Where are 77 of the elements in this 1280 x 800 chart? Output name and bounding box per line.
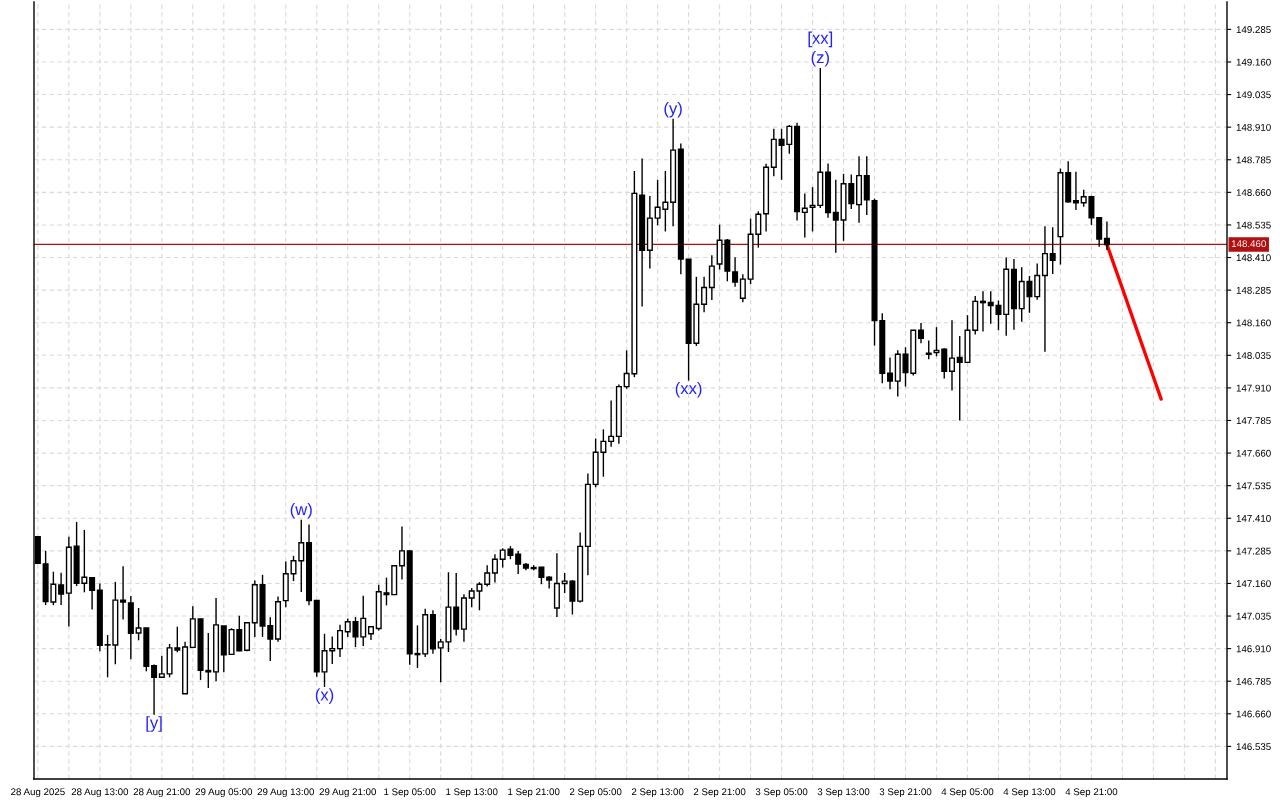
candlestick	[1103, 220, 1110, 251]
x-tick-label: 29 Aug 21:00	[319, 788, 377, 798]
candlestick	[158, 654, 165, 679]
candlestick	[701, 276, 708, 313]
x-tick-label: 4 Sep 21:00	[1065, 788, 1118, 798]
annotation: [y]	[146, 716, 162, 732]
x-tick-label: 4 Sep 05:00	[941, 788, 994, 798]
candlestick	[1049, 226, 1056, 275]
y-tick-label: 147.535	[1236, 482, 1271, 490]
x-tick-label: 3 Sep 21:00	[879, 788, 932, 798]
candlestick	[801, 192, 808, 239]
x-tick-label: 28 Aug 13:00	[71, 788, 129, 798]
x-tick-label: 28 Aug 21:00	[133, 788, 191, 798]
candlestick	[708, 254, 715, 301]
annotation: (z)	[811, 51, 829, 67]
y-tick-label: 149.035	[1236, 91, 1271, 99]
y-tick-label: 149.160	[1236, 58, 1271, 66]
candlestick	[886, 356, 894, 390]
candlestick	[398, 525, 405, 581]
y-tick-label: 148.910	[1236, 123, 1271, 131]
y-tick-label: 147.785	[1236, 417, 1271, 425]
x-tick-label: 28 Aug 2025	[11, 788, 65, 798]
y-tick-label: 147.160	[1236, 580, 1271, 588]
y-tick-label: 147.660	[1236, 449, 1271, 457]
candlestick	[832, 179, 839, 254]
annotation: (x)	[315, 688, 334, 704]
y-tick-label: 146.660	[1236, 710, 1271, 718]
annotation: [xx]	[808, 31, 833, 48]
candlestick	[336, 623, 344, 658]
x-tick-label: 1 Sep 13:00	[446, 788, 498, 798]
x-tick-label: 29 Aug 05:00	[195, 788, 253, 798]
candlestick	[1034, 262, 1041, 301]
x-tick-label: 29 Aug 13:00	[257, 788, 315, 798]
candlestick	[1041, 225, 1048, 353]
y-tick-label: 147.910	[1236, 384, 1271, 392]
candlestick	[732, 256, 739, 288]
y-tick-label: 148.785	[1236, 156, 1271, 164]
x-tick-label: 2 Sep 05:00	[569, 788, 622, 798]
candlestick	[948, 319, 956, 392]
x-tick-label: 4 Sep 13:00	[1003, 788, 1056, 798]
candlestick	[515, 550, 522, 575]
candlestick	[89, 577, 96, 611]
x-tick-label: 1 Sep 21:00	[508, 788, 560, 798]
y-tick-label: 149.285	[1236, 26, 1271, 33]
y-tick-label: 148.035	[1236, 352, 1271, 359]
candlestick	[491, 553, 498, 584]
candlestick	[1072, 171, 1079, 211]
x-tick-label: 2 Sep 13:00	[631, 788, 684, 798]
x-tick-label: 3 Sep 13:00	[817, 788, 870, 798]
x-tick-label: 2 Sep 21:00	[693, 788, 746, 798]
ref-line-label: 148.460	[1231, 240, 1266, 248]
candlestick	[484, 564, 491, 588]
x-tick-label: 1 Sep 05:00	[384, 788, 436, 798]
candlestick	[739, 273, 746, 304]
y-tick-label: 147.035	[1236, 612, 1271, 620]
candlestick	[925, 339, 932, 360]
y-tick-label: 147.285	[1236, 547, 1271, 555]
annotation: (w)	[290, 502, 312, 519]
annotation: (xx)	[675, 381, 702, 398]
y-tick-label: 148.660	[1236, 189, 1271, 196]
candlestick	[1096, 216, 1103, 248]
candlestick	[120, 565, 127, 621]
x-tick-label: 3 Sep 05:00	[755, 788, 808, 798]
candlestick	[151, 663, 158, 716]
candlestick	[608, 399, 615, 448]
candlestick	[917, 322, 925, 345]
y-tick-label: 148.160	[1236, 319, 1271, 327]
candlestick	[453, 572, 460, 637]
candlestick	[58, 572, 65, 606]
y-tick-label: 146.785	[1236, 677, 1271, 685]
y-tick-label: 146.535	[1236, 743, 1271, 751]
y-tick-label: 148.285	[1236, 286, 1271, 294]
annotation: (y)	[664, 101, 682, 118]
y-tick-label: 146.910	[1236, 645, 1271, 653]
y-tick-label: 148.535	[1236, 221, 1271, 229]
y-tick-label: 148.410	[1236, 254, 1271, 262]
y-tick-label: 147.410	[1236, 515, 1271, 522]
